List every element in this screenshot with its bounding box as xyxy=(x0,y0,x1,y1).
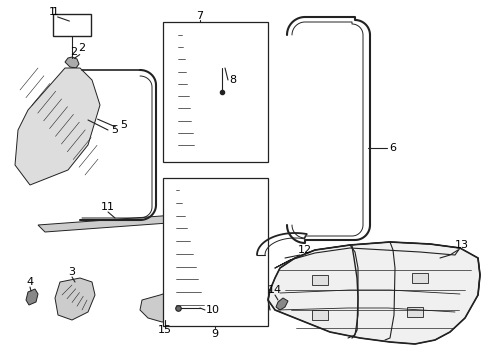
Text: 2: 2 xyxy=(70,47,77,57)
Polygon shape xyxy=(15,68,100,185)
Text: 4: 4 xyxy=(27,277,33,287)
Text: 2: 2 xyxy=(78,43,85,53)
Bar xyxy=(53,14,91,36)
Polygon shape xyxy=(38,215,182,232)
Polygon shape xyxy=(215,58,227,70)
Polygon shape xyxy=(26,289,38,305)
Bar xyxy=(311,310,327,320)
Text: 14: 14 xyxy=(267,285,282,295)
Bar xyxy=(163,178,268,326)
Text: 15: 15 xyxy=(158,325,172,335)
Text: 8: 8 xyxy=(229,75,236,85)
Text: 6: 6 xyxy=(389,143,396,153)
Text: 9: 9 xyxy=(211,329,218,339)
Polygon shape xyxy=(65,57,79,68)
Polygon shape xyxy=(140,290,192,322)
Polygon shape xyxy=(55,278,95,320)
Text: 3: 3 xyxy=(68,267,76,277)
Bar xyxy=(406,307,422,317)
Polygon shape xyxy=(172,30,199,148)
Text: 5: 5 xyxy=(120,120,127,130)
Text: 7: 7 xyxy=(196,11,203,21)
Text: 5: 5 xyxy=(111,125,118,135)
Text: 10: 10 xyxy=(206,305,220,315)
Text: 11: 11 xyxy=(101,202,115,212)
Polygon shape xyxy=(268,242,479,344)
Text: 13: 13 xyxy=(454,240,468,250)
Polygon shape xyxy=(275,298,287,310)
Polygon shape xyxy=(170,182,205,318)
Bar xyxy=(311,275,327,285)
Text: 1: 1 xyxy=(51,7,59,17)
Bar xyxy=(163,22,268,162)
Text: 1: 1 xyxy=(48,7,55,17)
Text: 12: 12 xyxy=(297,245,311,255)
Bar xyxy=(411,273,427,283)
